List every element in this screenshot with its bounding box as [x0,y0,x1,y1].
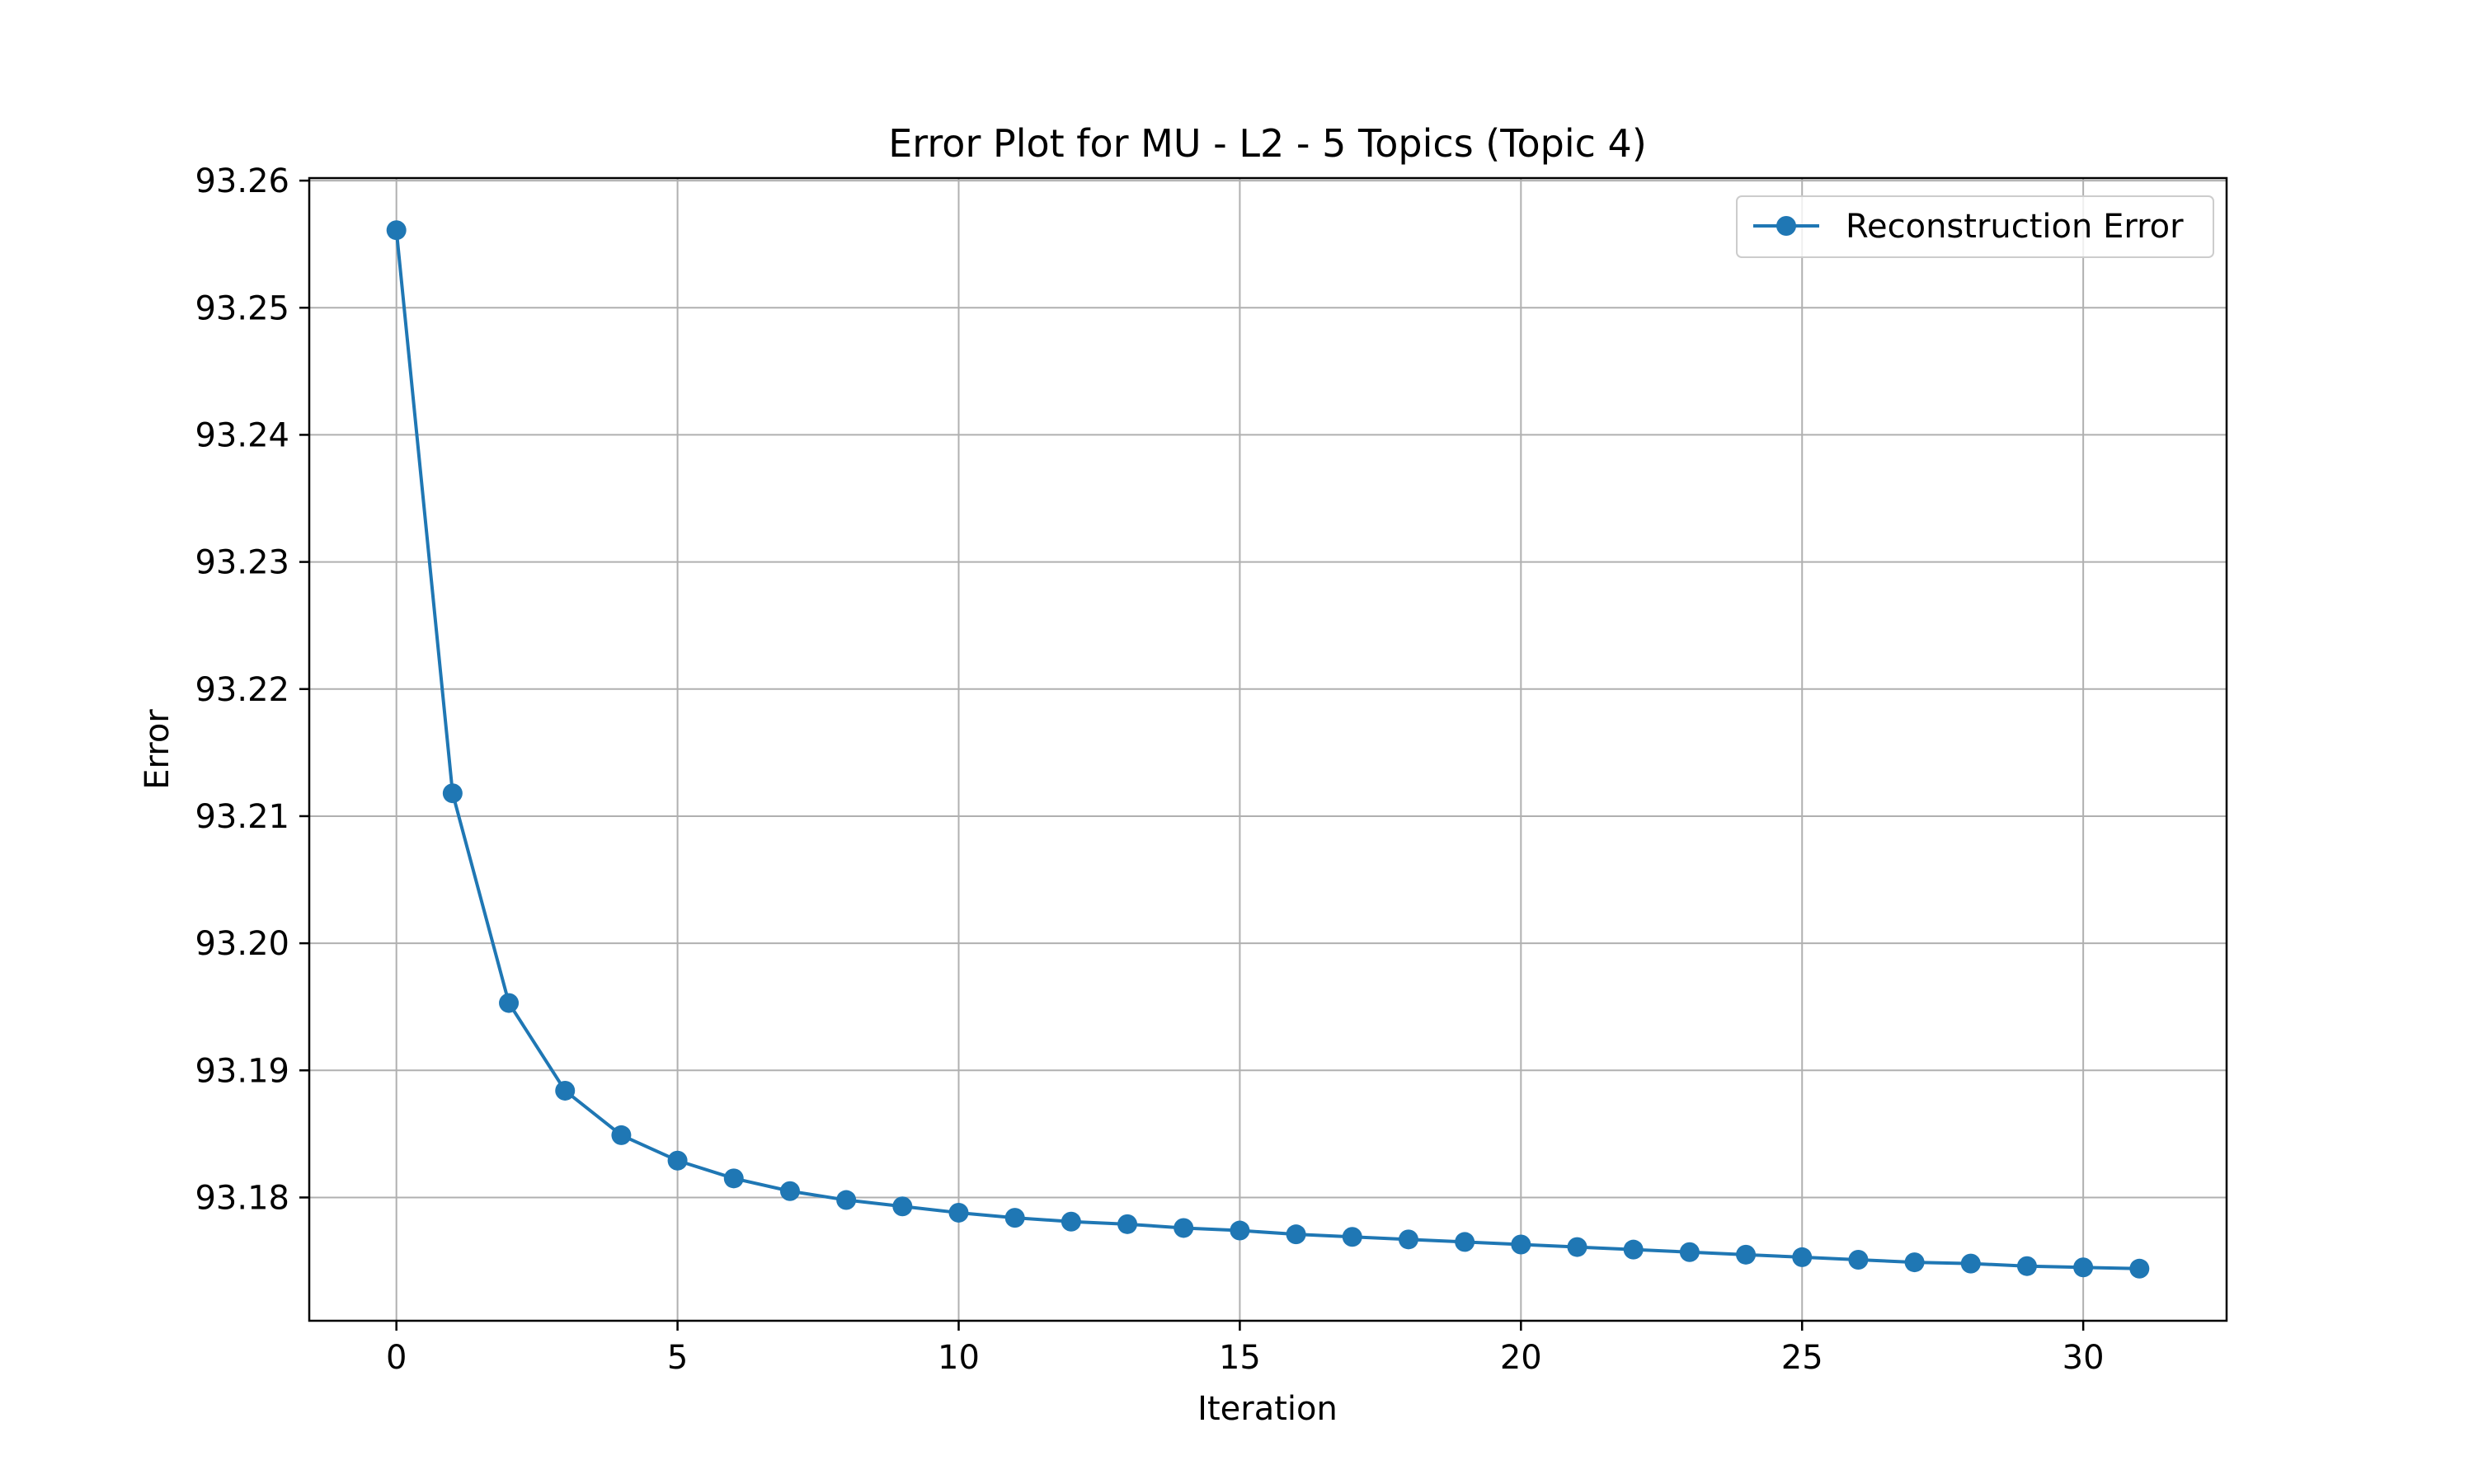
data-point [723,1168,744,1189]
grid [309,178,2227,1321]
data-point [1848,1250,1869,1270]
data-point [1004,1208,1025,1228]
series-layer [386,220,2150,1279]
data-point [2073,1257,2094,1278]
y-tick-label: 93.26 [195,162,289,200]
data-point [667,1150,688,1171]
data-point [386,220,407,241]
x-tick-label: 20 [1500,1339,1542,1377]
x-tick-label: 0 [386,1339,407,1377]
data-point [1117,1214,1138,1234]
data-point [1511,1234,1531,1255]
x-tick-label: 30 [2062,1339,2105,1377]
data-point [2129,1258,2150,1279]
y-axis-label: Error [139,709,176,790]
plot-frame [308,176,2228,1322]
data-point [1623,1239,1644,1260]
y-tick-label: 93.25 [195,289,289,327]
plot-area [309,178,2227,1321]
data-point [1455,1232,1475,1252]
data-point [836,1190,857,1210]
data-point [1792,1247,1813,1267]
data-point [779,1181,800,1201]
data-point [555,1080,576,1101]
y-tick-label: 93.18 [195,1179,289,1217]
data-point [1679,1242,1700,1262]
data-point [1342,1227,1362,1247]
y-tick-label: 93.24 [195,416,289,454]
data-point [892,1196,913,1217]
data-point [442,783,463,804]
x-axis-ticks: 0 5 10 15 20 25 30 [386,1321,2105,1377]
chart-title: Error Plot for MU - L2 - 5 Topics (Topic… [888,121,1647,166]
data-point [611,1125,632,1145]
y-axis-ticks: 93.18 93.19 93.20 93.21 93.22 93.23 93.24 93.25… [195,162,309,1217]
data-point [1398,1229,1418,1250]
legend-box [1736,195,2214,258]
data-point [948,1202,969,1223]
data-point [1174,1218,1194,1238]
x-axis-label: Iteration [1197,1390,1338,1428]
data-point [1567,1237,1587,1257]
data-point [1960,1253,1981,1274]
x-tick-label: 10 [938,1339,980,1377]
y-tick-label: 93.23 [195,544,289,582]
x-tick-label: 5 [667,1339,688,1377]
x-tick-label: 25 [1781,1339,1823,1377]
y-tick-label: 93.20 [195,925,289,963]
y-tick-label: 93.22 [195,671,289,709]
data-point [1736,1244,1757,1265]
data-point [2016,1256,2037,1276]
y-tick-label: 93.19 [195,1052,289,1090]
legend-label: Reconstruction Error [1846,208,2184,246]
data-point [1904,1252,1925,1273]
y-tick-label: 93.21 [195,798,289,836]
data-point [1230,1220,1250,1241]
data-point [1286,1224,1306,1245]
x-tick-label: 15 [1219,1339,1261,1377]
legend: Reconstruction Error [1736,195,2214,258]
data-point [1061,1211,1081,1232]
legend-marker-swatch [1776,216,1796,236]
data-point [499,993,520,1013]
